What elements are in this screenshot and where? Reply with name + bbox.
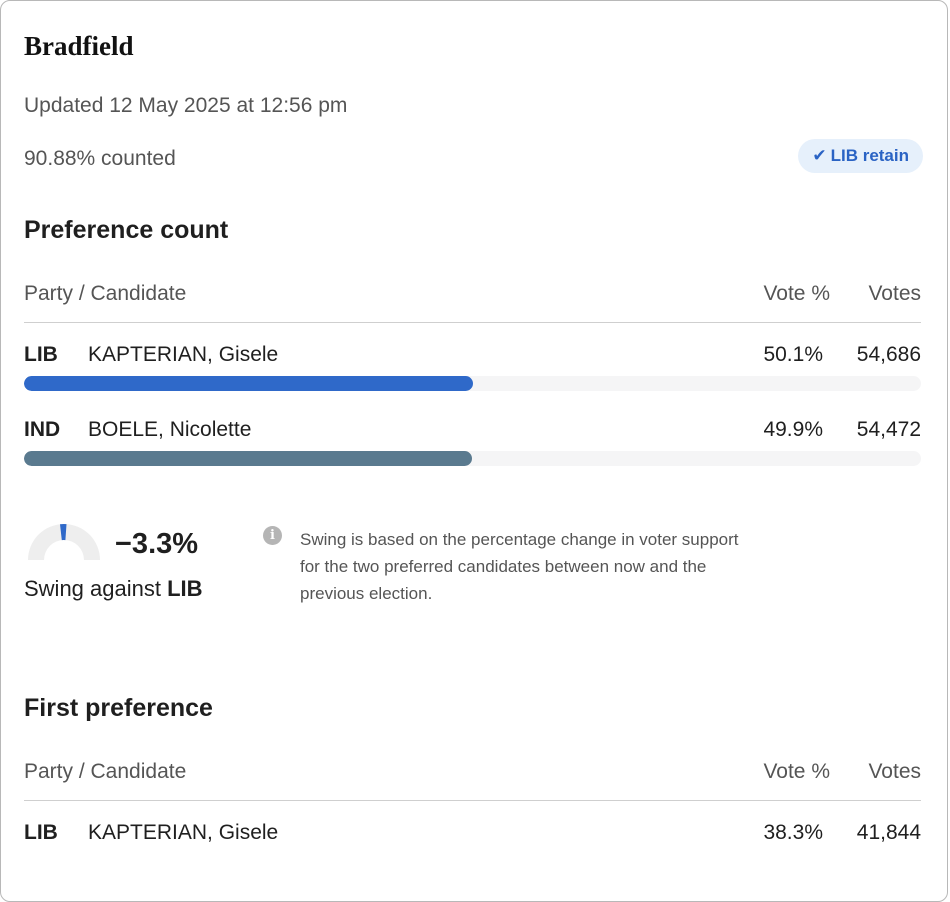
header-vote-pct: Vote %: [763, 282, 830, 305]
swing-label-party: LIB: [167, 576, 203, 601]
status-badge: ✔ LIB retain: [798, 139, 923, 173]
party-code: LIB: [24, 343, 58, 366]
updated-timestamp: Updated 12 May 2025 at 12:56 pm: [24, 94, 348, 117]
vote-percent: 38.3%: [763, 821, 823, 844]
swing-info-text: Swing is based on the percentage change …: [300, 530, 739, 603]
candidate-name: KAPTERIAN, Gisele: [88, 821, 279, 844]
party-code: LIB: [24, 821, 58, 844]
header-vote-pct: Vote %: [763, 760, 830, 783]
first-preference-title: First preference: [24, 694, 213, 722]
party-code: IND: [24, 418, 61, 441]
preference-count-header: Party / Candidate Vote % Votes: [24, 282, 921, 323]
candidate-name: BOELE, Nicolette: [88, 418, 252, 441]
candidate-name: KAPTERIAN, Gisele: [88, 343, 279, 366]
vote-count: 41,844: [856, 821, 921, 844]
vote-share-bar: [24, 376, 921, 391]
swing-label-prefix: Swing against: [24, 576, 168, 601]
header-votes: Votes: [868, 760, 921, 783]
header-party-candidate: Party / Candidate: [24, 282, 187, 305]
counted-status: 90.88% counted: [24, 147, 176, 170]
vote-count: 54,686: [856, 343, 921, 366]
swing-value: −3.3%: [115, 528, 199, 560]
first-preference-header: Party / Candidate Vote % Votes: [24, 760, 921, 801]
vote-percent: 50.1%: [763, 343, 823, 366]
header-votes: Votes: [868, 282, 921, 305]
swing-label: Swing against LIB: [24, 576, 203, 602]
table-row: IND BOELE, Nicolette 49.9% 54,472: [24, 418, 921, 448]
table-row: LIB KAPTERIAN, Gisele 50.1% 54,686: [24, 343, 921, 373]
vote-share-bar: [24, 451, 921, 466]
swing-gauge-track: [28, 524, 100, 560]
vote-share-bar-fill: [24, 451, 472, 466]
status-badge-label: LIB retain: [830, 146, 909, 165]
swing-gauge-icon: [28, 523, 100, 560]
table-row: LIB KAPTERIAN, Gisele 38.3% 41,844: [24, 821, 921, 851]
vote-percent: 49.9%: [763, 418, 823, 441]
preference-count-title: Preference count: [24, 216, 229, 244]
info-icon[interactable]: i: [263, 526, 282, 545]
vote-count: 54,472: [856, 418, 921, 441]
swing-gauge-needle: [60, 523, 67, 541]
electorate-title: Bradfield: [24, 31, 134, 61]
header-party-candidate: Party / Candidate: [24, 760, 187, 783]
check-icon: ✔: [812, 146, 827, 165]
vote-share-bar-fill: [24, 376, 474, 391]
